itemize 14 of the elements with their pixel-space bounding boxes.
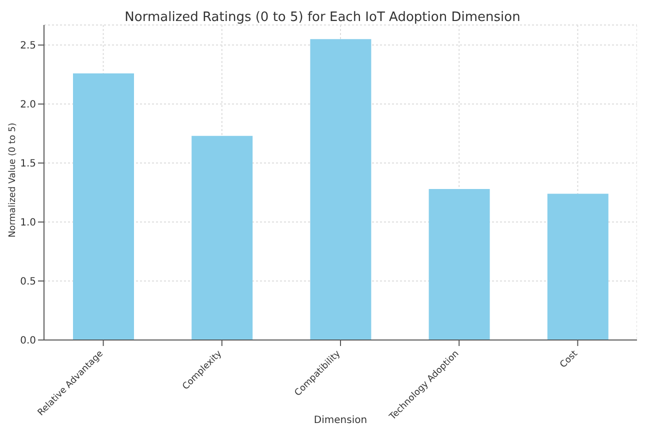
y-tick-label: 1.0	[20, 218, 36, 229]
bar	[428, 188, 490, 340]
bar	[192, 136, 253, 340]
x-axis-title: Dimension	[314, 415, 368, 426]
chart-title: Normalized Ratings (0 to 5) for Each IoT Adoption Dimension	[124, 10, 522, 25]
bar	[547, 194, 608, 340]
y-tick-label: 2.5	[20, 40, 36, 52]
y-tick-label: 2.0	[20, 100, 36, 111]
y-tick-label: 0.0	[20, 336, 36, 347]
y-axis-title: Normalized Value (0 to 5)	[8, 122, 18, 238]
y-tick-label: 1.5	[20, 158, 36, 170]
y-tick-label: 0.5	[20, 276, 36, 288]
bar	[73, 73, 134, 340]
bar	[310, 39, 372, 340]
